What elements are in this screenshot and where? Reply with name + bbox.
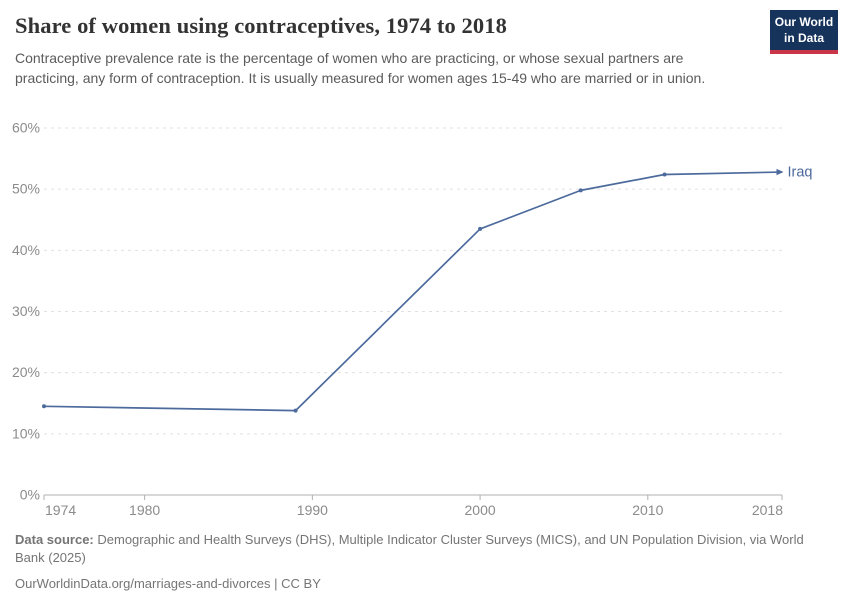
series-label-iraq[interactable]: Iraq [788,165,813,181]
owid-chart-page: Share of women using contraceptives, 197… [0,0,850,600]
data-point-marker[interactable] [42,404,46,408]
y-axis-tick-label: 30% [12,303,40,319]
chart-footer: Data source: Demographic and Health Surv… [15,531,820,591]
data-source-line: Data source: Demographic and Health Surv… [15,531,810,568]
y-axis-tick-label: 60% [12,120,40,136]
x-axis-tick-label: 1974 [45,502,76,518]
line-chart: 0% 10% 20% 30% 40% 50% 60% 1974 1980 1990 2000 2010… [0,0,850,600]
footer-separator: | [274,576,277,591]
y-axis-tick-label: 20% [12,364,40,380]
attribution-line: OurWorldinData.org/marriages-and-divorce… [15,576,820,591]
x-axis-tick-label: 2000 [465,502,496,518]
y-axis-tick-label: 10% [12,425,40,441]
data-source-text: Demographic and Health Surveys (DHS), Mu… [15,532,804,565]
data-source-label: Data source: [15,532,94,547]
owid-logo[interactable]: Our World in Data [770,10,838,54]
y-axis-tick-label: 50% [12,181,40,197]
logo-line-2: in Data [774,31,834,47]
y-axis-tick-label: 40% [12,242,40,258]
page-title: Share of women using contraceptives, 197… [15,13,760,39]
chart-header: Share of women using contraceptives, 197… [15,13,760,88]
series-end-marker [777,169,784,175]
data-point-marker[interactable] [663,172,667,176]
data-point-marker[interactable] [579,188,583,192]
y-axis-tick-label: 0% [20,487,40,503]
owid-url-link[interactable]: OurWorldinData.org/marriages-and-divorce… [15,576,271,591]
series-line-iraq[interactable] [44,172,782,411]
data-point-marker[interactable] [478,227,482,231]
x-axis-tick-label: 2010 [632,502,663,518]
logo-line-1: Our World [774,15,834,31]
x-axis-tick-label: 1990 [297,502,328,518]
data-point-marker[interactable] [294,409,298,413]
x-axis-tick-label: 2018 [752,502,783,518]
x-axis-tick-label: 1980 [129,502,160,518]
chart-subtitle: Contraceptive prevalence rate is the per… [15,49,737,88]
license-link[interactable]: CC BY [281,576,321,591]
